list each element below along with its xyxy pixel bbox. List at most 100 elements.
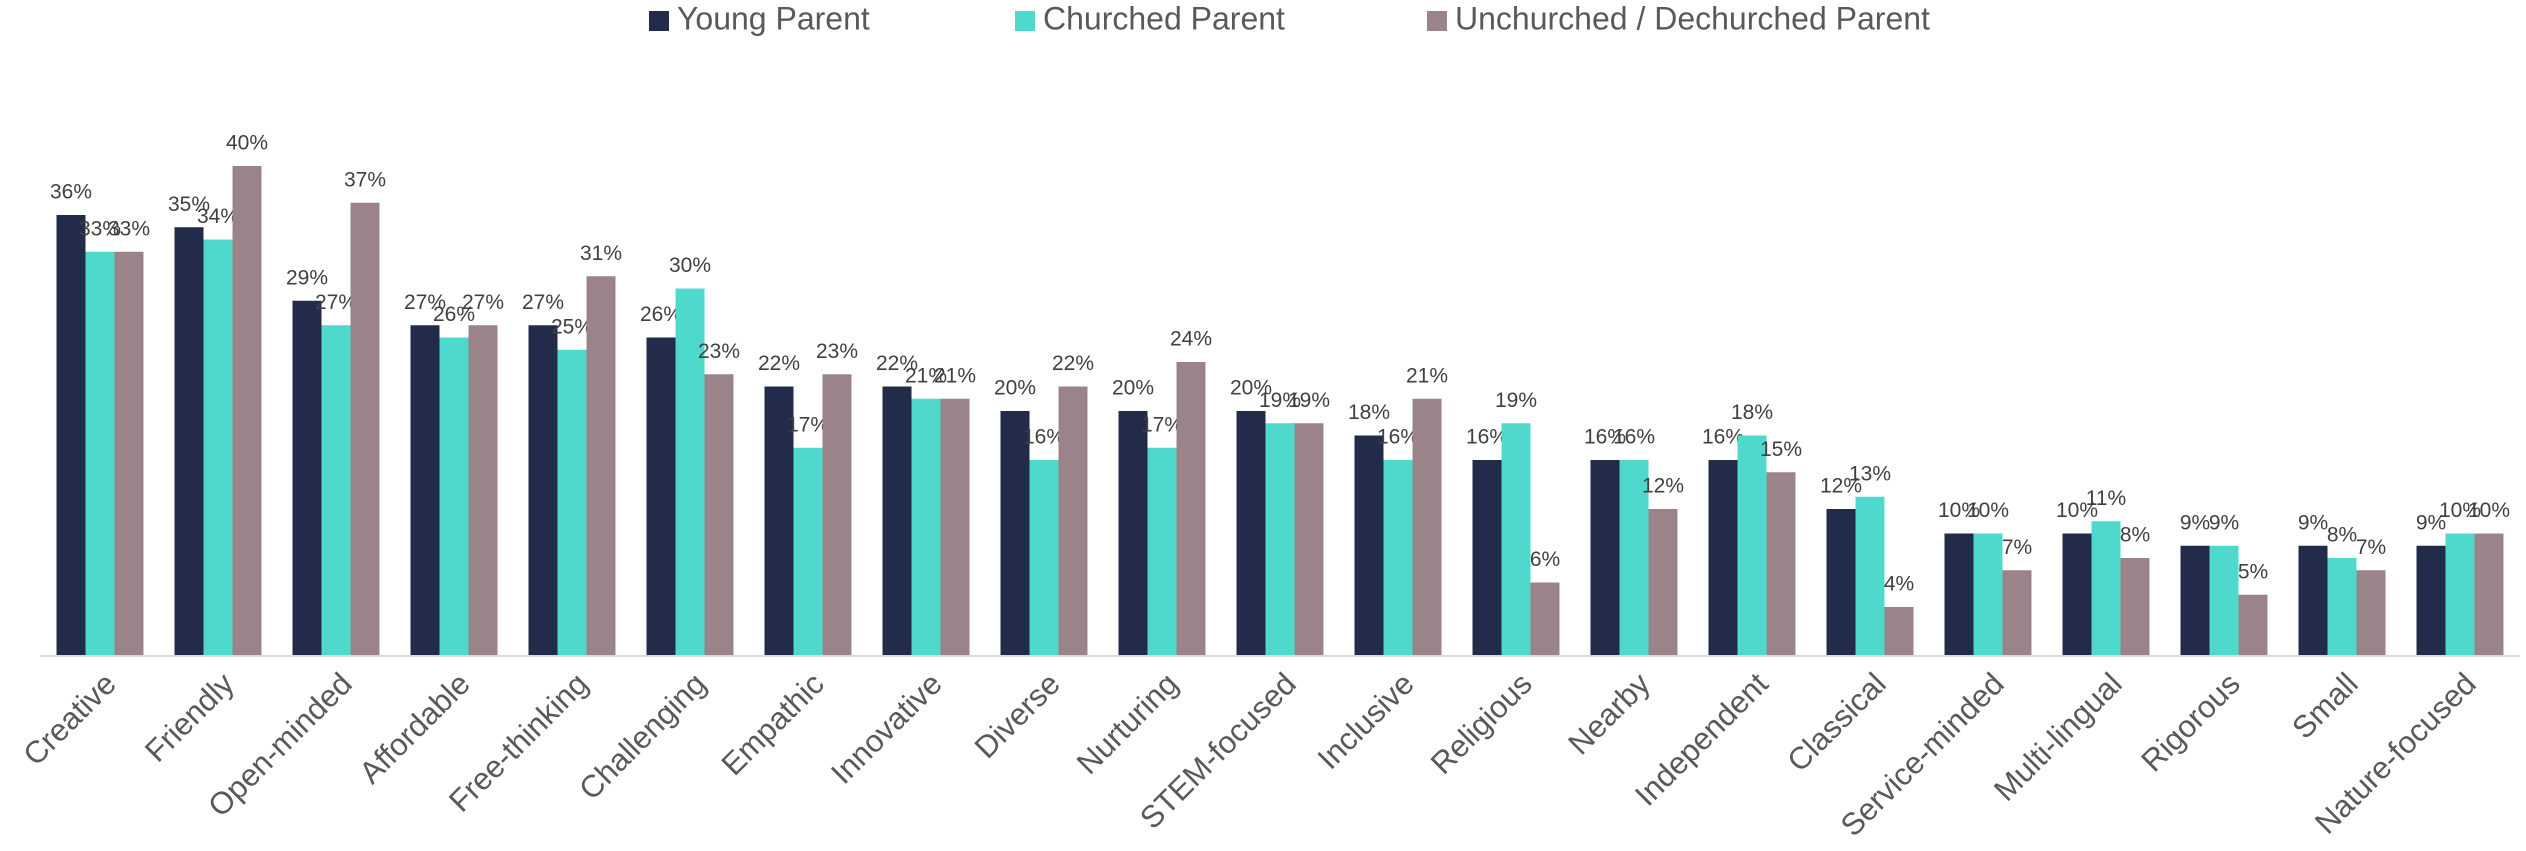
data-label: 10%	[1938, 499, 1980, 522]
x-tick-label: Innovative	[824, 666, 949, 791]
x-tick-label: Small	[2285, 666, 2365, 746]
bar	[2445, 533, 2475, 656]
data-label: 25%	[551, 315, 593, 338]
data-label: 9%	[2180, 511, 2210, 534]
x-tick-label: Rigorous	[2134, 666, 2246, 778]
bar	[2120, 558, 2150, 656]
bar	[557, 349, 587, 656]
bar	[174, 227, 204, 656]
x-tick-label: Friendly	[138, 666, 241, 769]
data-label: 22%	[876, 352, 918, 375]
bar	[232, 166, 262, 656]
data-label: 24%	[1170, 328, 1212, 351]
bar	[1383, 460, 1413, 656]
data-label: 27%	[404, 291, 446, 314]
bar	[1944, 533, 1974, 656]
bar	[350, 202, 380, 656]
data-label: 16%	[1377, 426, 1419, 449]
data-label: 8%	[2120, 524, 2150, 547]
bar	[292, 300, 322, 656]
bar	[1412, 398, 1442, 656]
bar	[1265, 423, 1295, 656]
data-label: 9%	[2209, 511, 2239, 534]
bar	[882, 386, 912, 656]
data-label: 37%	[344, 168, 386, 191]
bar	[1648, 509, 1678, 656]
bar	[1530, 582, 1560, 656]
data-label: 17%	[787, 413, 829, 436]
bar	[646, 337, 676, 656]
data-label: 13%	[1849, 462, 1891, 485]
data-label: 26%	[640, 303, 682, 326]
legend-swatch	[1015, 11, 1035, 31]
bar	[586, 276, 616, 656]
x-tick-label: Nurturing	[1070, 666, 1185, 781]
bar	[2002, 570, 2032, 656]
bar	[822, 374, 852, 656]
data-label: 7%	[2002, 536, 2032, 559]
legend-label: Young Parent	[677, 0, 870, 36]
data-label: 18%	[1348, 401, 1390, 424]
data-label: 16%	[1584, 426, 1626, 449]
data-label: 21%	[1406, 364, 1448, 387]
legend-swatch	[649, 11, 669, 31]
bar	[764, 386, 794, 656]
bar	[2356, 570, 2386, 656]
data-label: 27%	[522, 291, 564, 314]
bar	[704, 374, 734, 656]
data-label: 18%	[1731, 401, 1773, 424]
bar	[1029, 460, 1059, 656]
data-label: 9%	[2298, 511, 2328, 534]
data-label: 10%	[2439, 499, 2481, 522]
bar	[85, 251, 115, 656]
data-label: 12%	[1642, 475, 1684, 498]
bar	[203, 239, 233, 656]
bar	[468, 325, 498, 656]
data-label: 4%	[1884, 573, 1914, 596]
bar	[1058, 386, 1088, 656]
bar	[1826, 509, 1856, 656]
bar	[1294, 423, 1324, 656]
bar	[1973, 533, 2003, 656]
x-tick-label: Religious	[1424, 666, 1539, 781]
bar	[2238, 594, 2268, 656]
bar	[410, 325, 440, 656]
data-label: 33%	[79, 217, 121, 240]
data-label: 12%	[1820, 475, 1862, 498]
legend-label: Unchurched / Dechurched Parent	[1455, 0, 1930, 36]
data-label: 16%	[1466, 426, 1508, 449]
data-label: 19%	[1259, 389, 1301, 412]
bar	[321, 325, 351, 656]
data-label: 6%	[1530, 548, 1560, 571]
bar	[1354, 435, 1384, 656]
data-label: 35%	[168, 193, 210, 216]
data-label: 23%	[698, 340, 740, 363]
bar	[1766, 472, 1796, 656]
data-label: 21%	[934, 364, 976, 387]
data-label: 17%	[1141, 413, 1183, 436]
data-label: 5%	[2238, 560, 2268, 583]
data-label: 22%	[1052, 352, 1094, 375]
data-label: 34%	[197, 205, 239, 228]
data-label: 16%	[1702, 426, 1744, 449]
data-label: 30%	[669, 254, 711, 277]
bar	[1236, 411, 1266, 656]
data-label: 27%	[462, 291, 504, 314]
bar	[2091, 521, 2121, 656]
bar	[1590, 460, 1620, 656]
bar	[1118, 411, 1148, 656]
bar	[2474, 533, 2504, 656]
bar	[1000, 411, 1030, 656]
data-label: 26%	[433, 303, 475, 326]
data-label: 29%	[286, 266, 328, 289]
data-label: 22%	[758, 352, 800, 375]
bar	[1472, 460, 1502, 656]
data-label: 11%	[2086, 487, 2126, 510]
data-label: 7%	[2356, 536, 2386, 559]
data-label: 23%	[816, 340, 858, 363]
bar	[1884, 607, 1914, 656]
data-label: 19%	[1288, 389, 1330, 412]
bar	[2327, 558, 2357, 656]
bar	[940, 398, 970, 656]
data-label: 36%	[50, 181, 92, 204]
